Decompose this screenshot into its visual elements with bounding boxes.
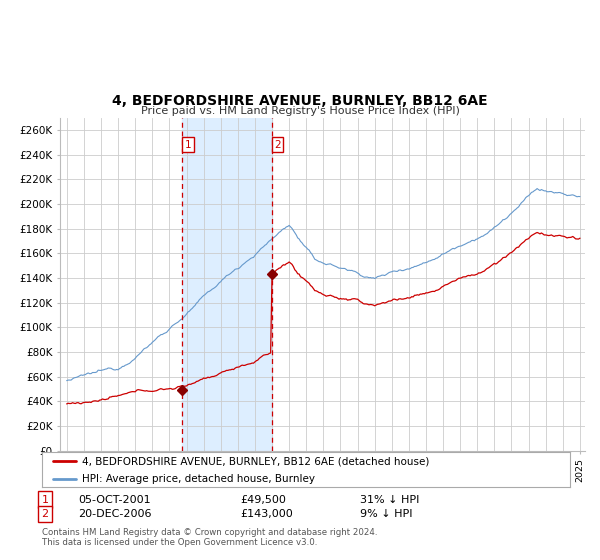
Text: 31% ↓ HPI: 31% ↓ HPI [360, 494, 419, 505]
Text: 4, BEDFORDSHIRE AVENUE, BURNLEY, BB12 6AE: 4, BEDFORDSHIRE AVENUE, BURNLEY, BB12 6A… [112, 94, 488, 108]
Text: 9% ↓ HPI: 9% ↓ HPI [360, 509, 413, 519]
Text: 4, BEDFORDSHIRE AVENUE, BURNLEY, BB12 6AE (detached house): 4, BEDFORDSHIRE AVENUE, BURNLEY, BB12 6A… [82, 456, 429, 466]
Text: 20-DEC-2006: 20-DEC-2006 [78, 509, 151, 519]
Text: Price paid vs. HM Land Registry's House Price Index (HPI): Price paid vs. HM Land Registry's House … [140, 106, 460, 116]
Text: £143,000: £143,000 [240, 509, 293, 519]
Bar [182, 118, 272, 451]
Text: 1: 1 [185, 140, 191, 150]
Text: 2: 2 [41, 509, 49, 519]
Text: HPI: Average price, detached house, Burnley: HPI: Average price, detached house, Burn… [82, 474, 314, 483]
Text: £49,500: £49,500 [240, 494, 286, 505]
Text: 1: 1 [41, 494, 49, 505]
Text: Contains HM Land Registry data © Crown copyright and database right 2024.
This d: Contains HM Land Registry data © Crown c… [42, 528, 377, 547]
Text: 2: 2 [274, 140, 281, 150]
Text: 05-OCT-2001: 05-OCT-2001 [78, 494, 151, 505]
